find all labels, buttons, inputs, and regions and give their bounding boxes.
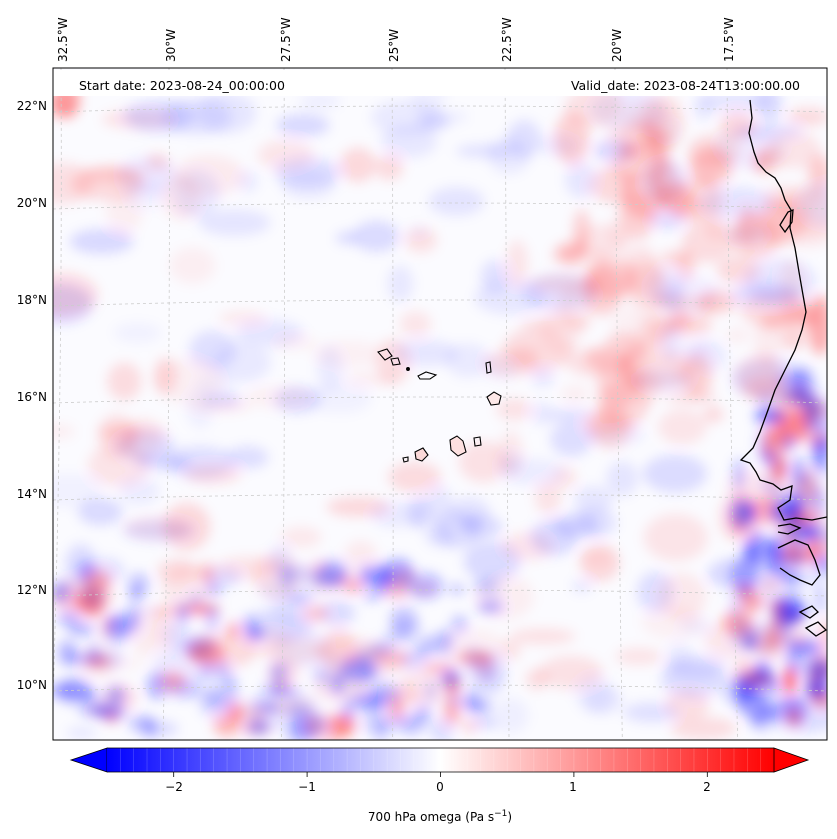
colorbar-tick-marks (120, 748, 761, 777)
lon-label-25w: 25°W (387, 29, 401, 62)
lat-label-12n: 12°N (17, 583, 47, 597)
colorbar-extend-low (69, 747, 108, 773)
lat-label-20n: 20°N (17, 196, 47, 210)
parallel-line (53, 299, 827, 307)
lat-label-18n: 18°N (17, 293, 47, 307)
lon-label-20w: 20°W (610, 29, 624, 62)
lat-label-10n: 10°N (17, 678, 47, 692)
colorbar-tick-label-2: 2 (703, 780, 711, 794)
lon-label-22-5w: 22.5°W (500, 17, 514, 62)
parallel-line (53, 105, 827, 113)
valid-date-label: Valid_date: 2023-08-24T13:00:00.00 (571, 78, 800, 93)
parallel-line (53, 589, 827, 597)
meridian-line (280, 68, 286, 740)
lon-label-32-5w: 32.5°W (56, 17, 70, 62)
parallel-line (53, 684, 827, 692)
lat-label-14n: 14°N (17, 487, 47, 501)
parallel-line (53, 202, 827, 210)
coastline-africa-icon (739, 99, 827, 637)
colorbar-extend-high (773, 747, 810, 773)
colorbar-bar (107, 748, 774, 772)
meridian-line (614, 68, 623, 740)
parallel-line (53, 396, 827, 404)
cape-verde-islands-icon (377, 348, 502, 463)
lat-label-16n: 16°N (17, 390, 47, 404)
parallel-line (53, 493, 827, 501)
meridian-line (162, 68, 170, 740)
lon-label-27-5w: 27.5°W (279, 17, 293, 62)
start-date-label: Start date: 2023-08-24_00:00:00 (79, 78, 285, 93)
colorbar-tick-label-neg1: −1 (298, 780, 316, 794)
colorbar: −2 −1 0 1 2 700 hPa omega (Pa s−1) (69, 747, 810, 824)
meridian-line (391, 68, 394, 740)
colorbar-tick-label-0: 0 (436, 780, 444, 794)
colorbar-label: 700 hPa omega (Pa s−1) (368, 809, 512, 824)
colorbar-tick-label-neg2: −2 (165, 780, 183, 794)
map-panel: Start date: 2023-08-24_00:00:00 Valid_da… (52, 67, 828, 741)
map-gridlines (53, 68, 827, 740)
map-frame (52, 67, 828, 741)
meridian-line (53, 68, 62, 712)
meridian-line (726, 68, 739, 740)
lat-label-22n: 22°N (17, 99, 47, 113)
lon-label-30w: 30°W (164, 29, 178, 62)
longitude-labels: 32.5°W 30°W 27.5°W 25°W 22.5°W 20°W 17.5… (56, 17, 736, 62)
header-strip (53, 70, 827, 96)
colorbar-tick-label-1: 1 (569, 780, 577, 794)
colorbar-outline (107, 747, 774, 773)
meridian-line (504, 68, 510, 740)
lon-label-17-5w: 17.5°W (722, 17, 736, 62)
latitude-labels: 22°N 20°N 18°N 16°N 14°N 12°N 10°N (17, 99, 47, 692)
omega-field (53, 76, 827, 740)
